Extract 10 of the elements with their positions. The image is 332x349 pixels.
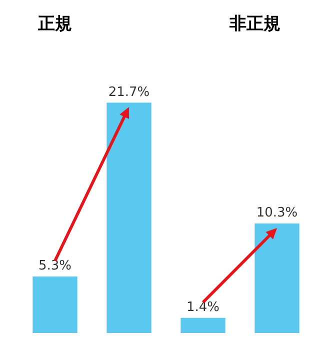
data-label: 21.7%	[108, 84, 150, 100]
bar	[106, 102, 152, 333]
text: 正規	[37, 14, 72, 34]
bar	[180, 318, 226, 333]
bar	[32, 276, 78, 333]
bar	[254, 223, 300, 333]
data-label: 10.3%	[256, 206, 298, 221]
data-label: 5.3%	[38, 258, 72, 274]
data-label: 1.4%	[186, 300, 220, 316]
text: 非正規	[228, 14, 280, 34]
